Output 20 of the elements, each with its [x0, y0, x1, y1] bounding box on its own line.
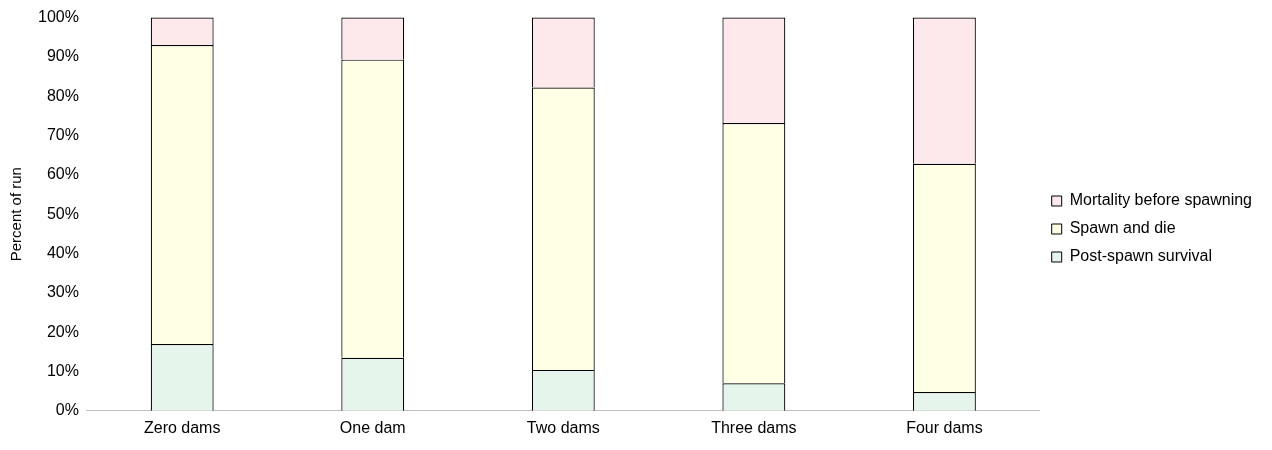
legend-label: Spawn and die — [1069, 219, 1176, 237]
y-tick-label: 10% — [46, 361, 79, 379]
y-tick-label: 80% — [46, 86, 79, 104]
legend-label: Mortality before spawning — [1069, 191, 1252, 209]
y-tick-label: 30% — [46, 283, 79, 301]
x-tick-label: Three dams — [711, 418, 797, 436]
y-tick-label: 50% — [46, 204, 79, 222]
y-tick-label: 0% — [55, 401, 79, 419]
y-tick-label: 90% — [46, 47, 79, 65]
x-tick-label: Two dams — [526, 418, 600, 436]
y-tick-label: 70% — [46, 125, 79, 143]
y-axis-title: Percent of run — [7, 167, 25, 262]
x-tick-label: One dam — [339, 418, 406, 436]
y-tick-label: 60% — [46, 165, 79, 183]
y-tick-label: 40% — [46, 243, 79, 261]
x-tick-label: Zero dams — [143, 418, 221, 436]
y-tick-label: 20% — [46, 322, 79, 340]
x-tick-label: Four dams — [906, 418, 983, 436]
y-tick-label: 100% — [38, 8, 79, 26]
legend-label: Post-spawn survival — [1069, 247, 1212, 265]
